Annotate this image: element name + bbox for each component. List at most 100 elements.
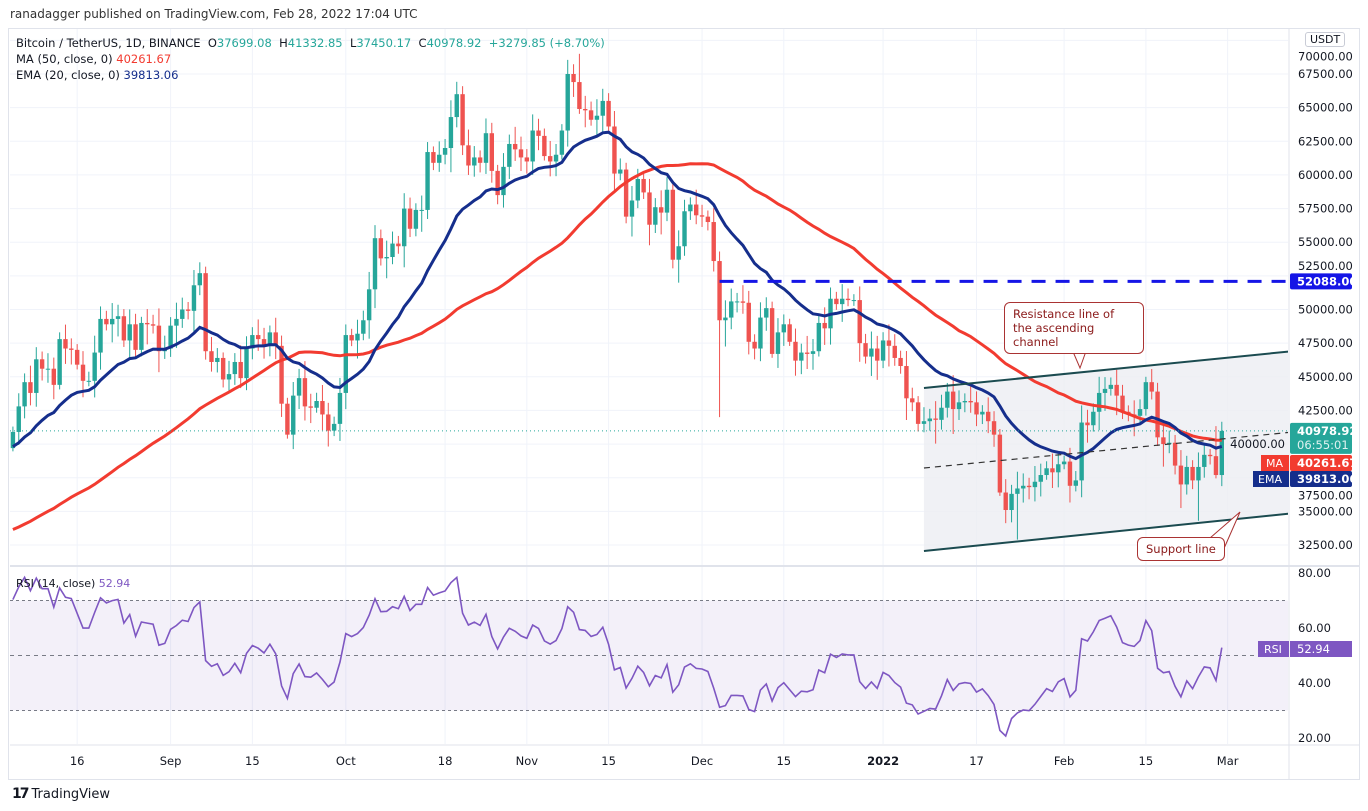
- price-tick-label: 67500.00: [1298, 67, 1353, 81]
- candle-body: [425, 152, 430, 210]
- candle: [215, 348, 220, 373]
- rsi-tick-label: 20.00: [1298, 731, 1331, 745]
- candle: [857, 286, 862, 362]
- candle: [110, 303, 115, 343]
- candle-body: [45, 368, 51, 370]
- candle: [793, 328, 798, 376]
- candle-body: [699, 215, 705, 217]
- candle-body: [1149, 382, 1154, 392]
- candle: [150, 314, 156, 334]
- candle-body: [34, 359, 39, 393]
- candle: [688, 197, 693, 220]
- candle-body: [279, 345, 284, 404]
- candle: [437, 141, 442, 172]
- ema20-line: [12, 130, 1223, 461]
- candle: [402, 193, 407, 268]
- ma-legend[interactable]: MA (50, close, 0) 40261.67: [16, 52, 171, 66]
- rsi-legend-value: 52.94: [98, 577, 131, 590]
- candle: [1096, 376, 1102, 431]
- candle: [232, 353, 238, 385]
- candle-body: [559, 130, 565, 155]
- candle: [1213, 426, 1219, 479]
- rsi-tick-label: 60.00: [1298, 621, 1331, 635]
- candle: [454, 81, 459, 128]
- candle-body: [110, 318, 115, 325]
- candle-body: [1044, 468, 1049, 476]
- candle: [28, 365, 33, 406]
- price-tick-label: 55000.00: [1298, 235, 1353, 249]
- candle-body: [203, 273, 208, 352]
- candle-body: [320, 401, 325, 415]
- candle-body: [1032, 481, 1038, 488]
- candle-body: [799, 352, 804, 361]
- candle-body: [746, 302, 751, 342]
- candle-body: [834, 298, 839, 305]
- candle: [781, 314, 786, 346]
- candle: [1026, 477, 1032, 500]
- channel-resistance-line: [923, 350, 1288, 390]
- candle-body: [711, 222, 716, 262]
- currency-badge[interactable]: USDT: [1305, 32, 1346, 47]
- ma-price-tag-label: 40261.67: [1297, 456, 1357, 470]
- candle-body: [98, 318, 103, 353]
- candle: [512, 126, 518, 161]
- candle: [191, 270, 197, 335]
- candle: [740, 285, 746, 314]
- candle-body: [1085, 422, 1090, 426]
- candle-body: [734, 301, 740, 303]
- footer-brand[interactable]: 17 TradingView: [12, 786, 110, 802]
- candle: [518, 136, 524, 171]
- candle-body: [483, 133, 489, 163]
- candle: [34, 347, 39, 407]
- candle-body: [22, 382, 27, 407]
- candle-body: [267, 332, 273, 346]
- candle: [921, 407, 927, 433]
- symbol-name[interactable]: Bitcoin / TetherUS, 1D, BINANCE: [16, 36, 201, 50]
- level-price-tag-label: 52088.00: [1297, 274, 1357, 288]
- candle-body: [63, 339, 68, 349]
- ma-price-tag-box: [1290, 455, 1352, 471]
- candle-body: [454, 94, 459, 118]
- ma-legend-value: 40261.67: [116, 52, 172, 66]
- candle-body: [933, 418, 938, 420]
- candle: [682, 199, 687, 256]
- candle: [413, 203, 419, 237]
- candle-body: [378, 238, 384, 259]
- price-tick-label: 40000.00: [1230, 437, 1285, 451]
- price-tick-label: 42500.00: [1298, 403, 1353, 417]
- candle-body: [291, 395, 296, 435]
- candle-body: [804, 352, 810, 354]
- candle: [1061, 455, 1067, 470]
- price-tick-label: 57500.00: [1298, 202, 1353, 216]
- candle-body: [594, 115, 600, 120]
- candle: [904, 351, 909, 421]
- candle-body: [431, 152, 436, 163]
- high-label: H: [279, 36, 288, 50]
- candle: [226, 360, 232, 391]
- candle: [612, 110, 617, 193]
- chart-frame[interactable]: [8, 28, 1360, 780]
- ema-price-tag-label: 39813.06: [1297, 472, 1357, 486]
- candle: [238, 345, 243, 389]
- candle: [787, 318, 792, 346]
- ema-legend[interactable]: EMA (20, close, 0) 39813.06: [16, 68, 178, 82]
- candle: [472, 146, 477, 177]
- candle: [349, 328, 354, 347]
- candle: [489, 122, 494, 183]
- open-label: O: [207, 36, 217, 50]
- candle-body: [793, 341, 798, 361]
- candle: [1190, 460, 1195, 490]
- candle-body: [507, 143, 512, 167]
- candle-body: [623, 169, 629, 217]
- candle-body: [472, 157, 477, 166]
- candle: [10, 426, 16, 452]
- candle: [220, 352, 226, 388]
- candle: [156, 308, 162, 373]
- candle-body: [1207, 454, 1213, 457]
- candle-body: [355, 333, 360, 341]
- candle: [618, 158, 623, 181]
- candle: [553, 143, 559, 177]
- rsi-legend[interactable]: RSI (14, close) 52.94: [16, 577, 130, 591]
- candle-body: [1061, 461, 1067, 465]
